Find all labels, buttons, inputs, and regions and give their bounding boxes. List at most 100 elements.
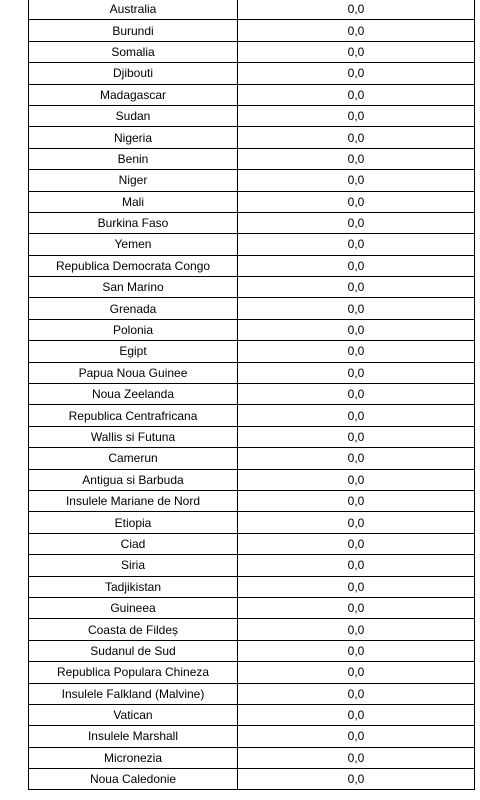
value-cell: 0,0 — [237, 254, 475, 278]
country-cell: Sudan — [28, 104, 238, 128]
table-row: Insulele Falkland (Malvine) 0,0 — [28, 682, 475, 705]
table-row: Insulele Marshall 0,0 — [28, 725, 475, 748]
table-row: Somalia 0,0 — [28, 40, 475, 64]
table-row: Papua Noua Guinee 0,0 — [28, 361, 475, 385]
value-cell: 0,0 — [237, 233, 475, 256]
country-cell: Camerun — [28, 447, 238, 470]
country-cell: Coasta de Fildeș — [28, 618, 238, 641]
value-cell: 0,0 — [237, 62, 475, 85]
value-cell: 0,0 — [237, 361, 475, 385]
country-cell: Noua Zeelanda — [28, 383, 238, 406]
country-cell: Djibouti — [28, 62, 238, 85]
value-cell: 0,0 — [237, 425, 475, 449]
value-cell: 0,0 — [237, 404, 475, 427]
value-cell: 0,0 — [237, 511, 475, 534]
table-row: Ciad 0,0 — [28, 532, 475, 556]
value-cell: 0,0 — [237, 639, 475, 663]
table-row: Wallis si Futuna 0,0 — [28, 425, 475, 449]
country-cell: Antigua si Barbuda — [28, 468, 238, 491]
table-row: Antigua si Barbuda 0,0 — [28, 468, 475, 491]
table-row: Coasta de Fildeș 0,0 — [28, 618, 475, 641]
value-cell: 0,0 — [237, 768, 475, 791]
value-cell: 0,0 — [237, 447, 475, 470]
country-cell: Insulele Falkland (Malvine) — [28, 682, 238, 705]
country-cell: Madagascar — [28, 83, 238, 106]
table-row: Guineea 0,0 — [28, 596, 475, 620]
value-cell: 0,0 — [237, 682, 475, 705]
country-cell: Tadjikistan — [28, 575, 238, 598]
country-cell: San Marino — [28, 276, 238, 299]
value-cell: 0,0 — [237, 489, 475, 513]
table-row: Etiopia 0,0 — [28, 511, 475, 534]
table-row: Niger 0,0 — [28, 169, 475, 192]
value-cell: 0,0 — [237, 340, 475, 363]
table-row: Insulele Mariane de Nord 0,0 — [28, 489, 475, 513]
value-cell: 0,0 — [237, 40, 475, 64]
country-cell: Australia — [28, 0, 238, 21]
value-cell: 0,0 — [237, 190, 475, 213]
value-cell: 0,0 — [237, 104, 475, 128]
table-row: Noua Zeelanda 0,0 — [28, 383, 475, 406]
value-cell: 0,0 — [237, 83, 475, 106]
value-cell: 0,0 — [237, 596, 475, 620]
value-cell: 0,0 — [237, 297, 475, 320]
table-body: Australia 0,0 Burundi 0,0 Somalia 0,0 Djibo… — [28, 0, 475, 791]
table-row: Siria 0,0 — [28, 554, 475, 577]
country-cell: Polonia — [28, 318, 238, 342]
value-cell: 0,0 — [237, 575, 475, 598]
table-row: Camerun 0,0 — [28, 447, 475, 470]
value-cell: 0,0 — [237, 661, 475, 684]
country-cell: Egipt — [28, 340, 238, 363]
table-row: Burundi 0,0 — [28, 19, 475, 42]
country-cell: Benin — [28, 147, 238, 171]
value-cell: 0,0 — [237, 318, 475, 342]
value-cell: 0,0 — [237, 725, 475, 748]
country-cell: Mali — [28, 190, 238, 213]
country-cell: Ciad — [28, 532, 238, 556]
table-row: Noua Caledonie 0,0 — [28, 768, 475, 791]
country-cell: Nigeria — [28, 126, 238, 149]
country-cell: Etiopia — [28, 511, 238, 534]
table-row: Australia 0,0 — [28, 0, 475, 21]
table-row: Djibouti 0,0 — [28, 62, 475, 85]
table-row: Micronezia 0,0 — [28, 746, 475, 770]
value-cell: 0,0 — [237, 746, 475, 770]
country-cell: Papua Noua Guinee — [28, 361, 238, 385]
table-row: Nigeria 0,0 — [28, 126, 475, 149]
value-cell: 0,0 — [237, 532, 475, 556]
table-row: Madagascar 0,0 — [28, 83, 475, 106]
table-row: Grenada 0,0 — [28, 297, 475, 320]
country-cell: Sudanul de Sud — [28, 639, 238, 663]
country-cell: Micronezia — [28, 746, 238, 770]
table-row: Benin 0,0 — [28, 147, 475, 171]
table-row: San Marino 0,0 — [28, 276, 475, 299]
table-row: Republica Populara Chineza 0,0 — [28, 661, 475, 684]
country-cell: Insulele Mariane de Nord — [28, 489, 238, 513]
value-cell: 0,0 — [237, 169, 475, 192]
table-row: Yemen 0,0 — [28, 233, 475, 256]
country-cell: Niger — [28, 169, 238, 192]
value-cell: 0,0 — [237, 468, 475, 491]
country-cell: Vatican — [28, 703, 238, 727]
country-cell: Guineea — [28, 596, 238, 620]
country-cell: Republica Populara Chineza — [28, 661, 238, 684]
country-cell: Insulele Marshall — [28, 725, 238, 748]
country-cell: Burkina Faso — [28, 211, 238, 235]
table-row: Polonia 0,0 — [28, 318, 475, 342]
country-cell: Wallis si Futuna — [28, 425, 238, 449]
value-cell: 0,0 — [237, 703, 475, 727]
table-row: Mali 0,0 — [28, 190, 475, 213]
value-cell: 0,0 — [237, 0, 475, 21]
value-cell: 0,0 — [237, 211, 475, 235]
table-row: Burkina Faso 0,0 — [28, 211, 475, 235]
table-row: Sudanul de Sud 0,0 — [28, 639, 475, 663]
country-cell: Somalia — [28, 40, 238, 64]
country-cell: Noua Caledonie — [28, 768, 238, 791]
table-row: Republica Centrafricana 0,0 — [28, 404, 475, 427]
country-cell: Yemen — [28, 233, 238, 256]
value-cell: 0,0 — [237, 618, 475, 641]
table-row: Egipt 0,0 — [28, 340, 475, 363]
country-cell: Republica Democrata Congo — [28, 254, 238, 278]
table-row: Vatican 0,0 — [28, 703, 475, 727]
